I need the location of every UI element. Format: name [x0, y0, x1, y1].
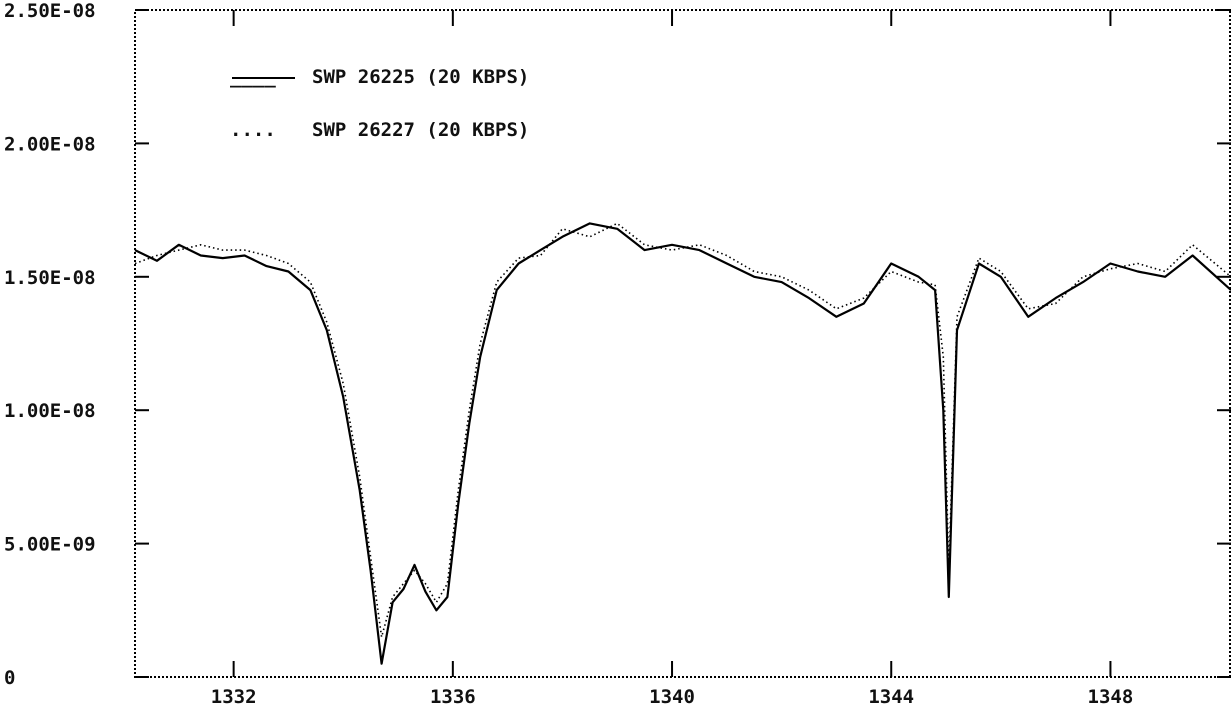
y-tick-label: 0 — [4, 667, 15, 689]
legend: ____ SWP 26225 (20 KBPS) .... SWP 26227 … — [230, 66, 529, 141]
legend-marker-series-2: .... — [230, 119, 276, 141]
x-tick-label: 1336 — [430, 686, 476, 708]
x-tick-label: 1348 — [1088, 686, 1134, 708]
x-tick-label: 1332 — [211, 686, 257, 708]
y-tick-label: 2.50E-08 — [4, 0, 96, 22]
plot-border — [134, 9, 1231, 678]
y-tick-label: 5.00E-09 — [4, 534, 96, 556]
plot-frame — [134, 9, 1231, 678]
x-tick-label: 1344 — [868, 686, 914, 708]
x-axis: 1332 1336 1340 1344 1348 — [211, 10, 1134, 708]
series-layer — [134, 222, 1231, 665]
series-line-2 — [134, 222, 1231, 638]
series-line-1 — [134, 222, 1231, 665]
legend-label-series-2: SWP 26227 (20 KBPS) — [312, 119, 529, 141]
x-tick-label: 1340 — [649, 686, 695, 708]
y-tick-label: 1.50E-08 — [4, 267, 96, 289]
legend-label-series-1: SWP 26225 (20 KBPS) — [312, 66, 529, 88]
y-axis: 0 5.00E-09 1.00E-08 1.50E-08 2.00E-08 2.50E-0… — [4, 0, 1231, 689]
y-tick-label: 2.00E-08 — [4, 133, 96, 155]
y-tick-label: 1.00E-08 — [4, 400, 96, 422]
